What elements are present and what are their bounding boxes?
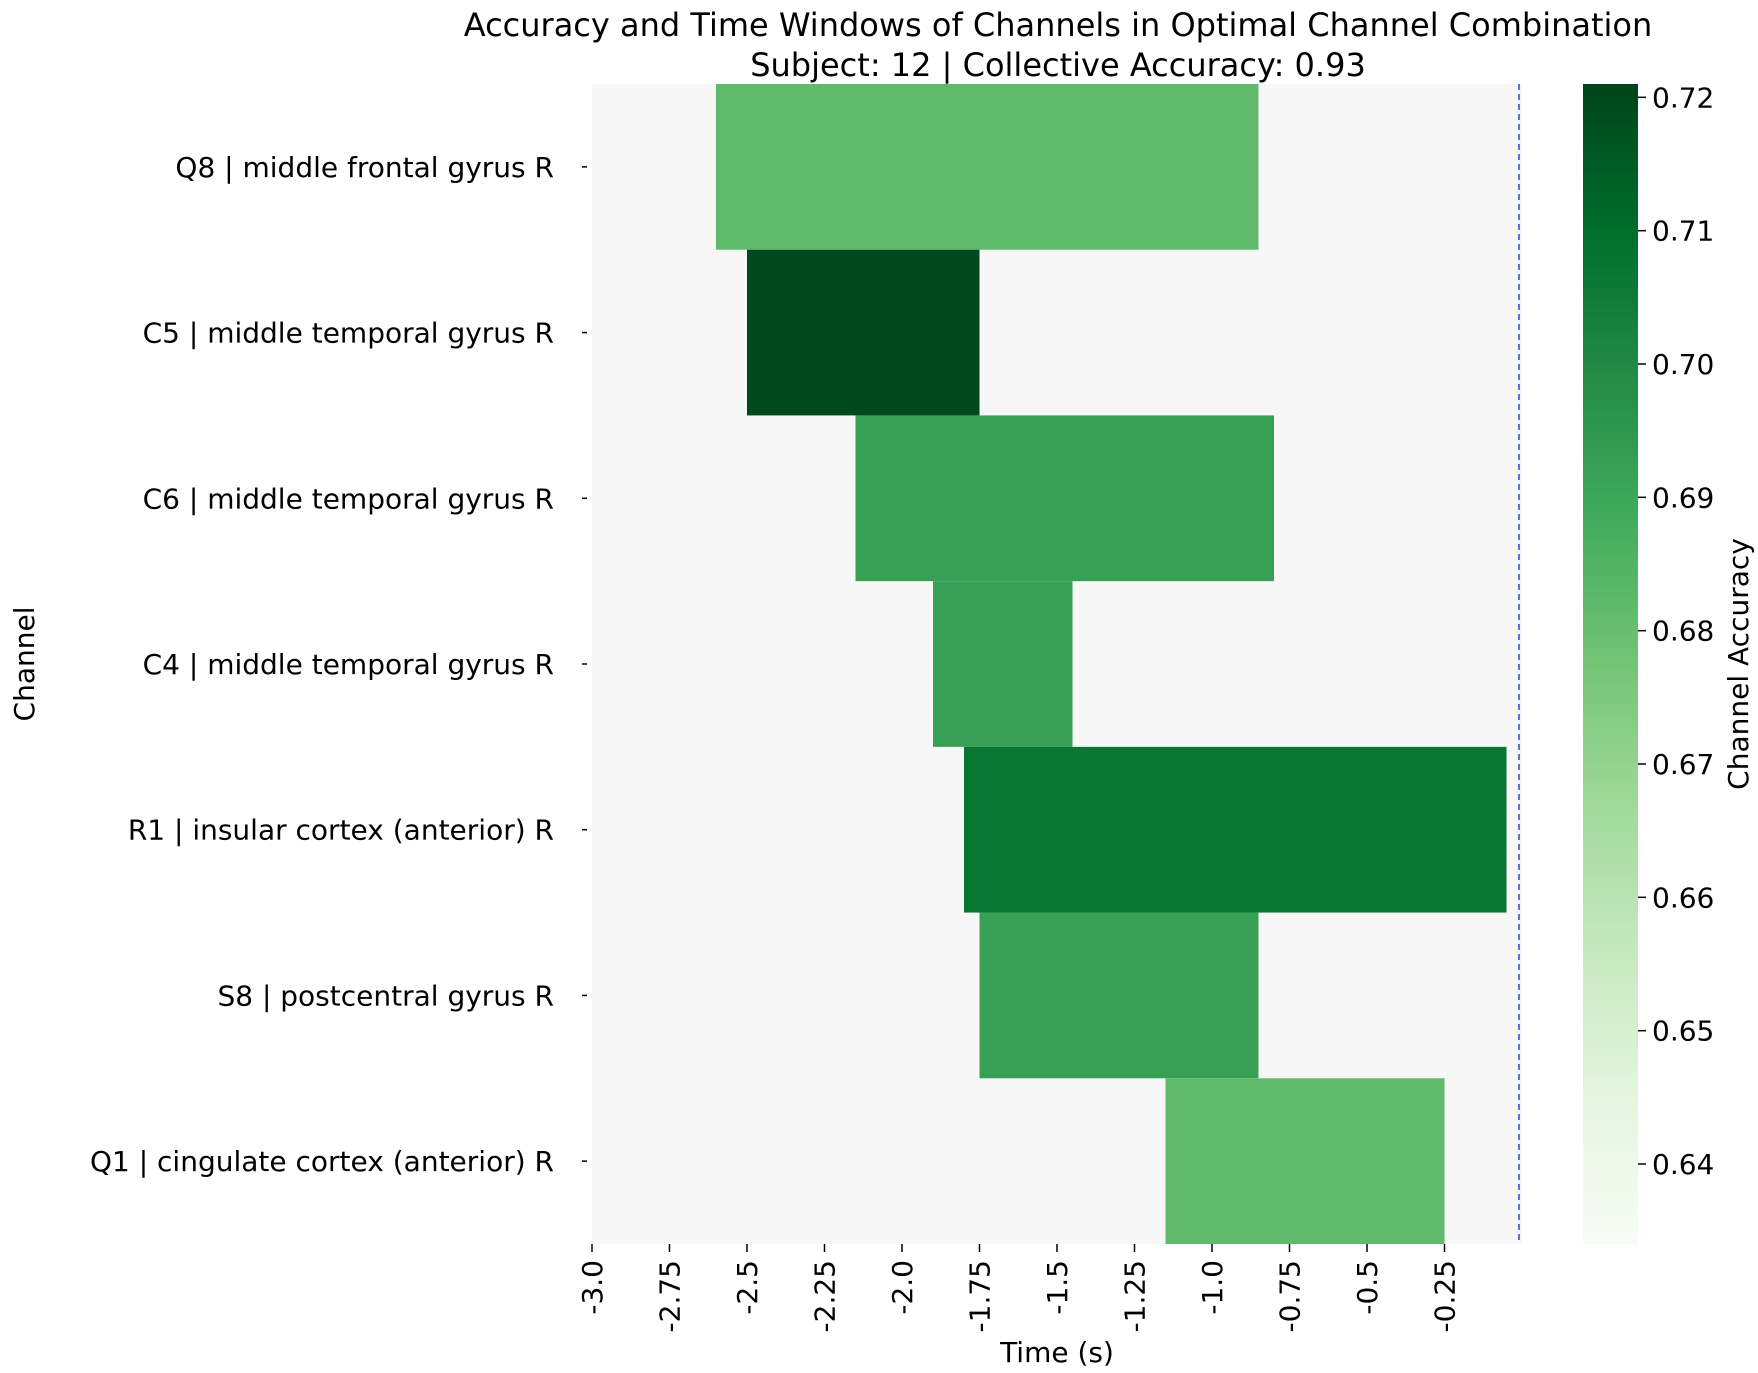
channel-bar	[979, 912, 1259, 1079]
y-axis-label: Channel	[8, 607, 41, 722]
channel-bar	[933, 581, 1073, 747]
x-tick-label: -1.75	[964, 1260, 997, 1332]
colorbar-tick-label: 0.70	[1652, 348, 1714, 381]
channel-bar	[855, 415, 1274, 582]
channel-bar	[747, 249, 980, 416]
colorbar-tick-label: 0.66	[1652, 881, 1714, 914]
y-axis: Q8 | middle frontal gyrus R C5 | middle t…	[90, 151, 587, 1178]
x-tick-label: -2.25	[809, 1260, 842, 1332]
y-tick-label: C6 | middle temporal gyrus R	[143, 482, 554, 515]
x-tick-label: -2.0	[886, 1260, 919, 1315]
colorbar-tick-label: 0.71	[1652, 215, 1714, 248]
x-tick-label: -2.5	[731, 1260, 764, 1315]
y-tick-label: Q8 | middle frontal gyrus R	[175, 151, 554, 184]
y-tick-label: R1 | insular cortex (anterior) R	[128, 814, 554, 847]
x-tick-label: -3.0	[576, 1260, 609, 1315]
colorbar-tick-label: 0.69	[1652, 481, 1714, 514]
x-tick-label: -2.75	[654, 1260, 687, 1332]
chart-title: Accuracy and Time Windows of Channels in…	[464, 6, 1653, 44]
colorbar-tick-label: 0.64	[1652, 1148, 1714, 1181]
y-tick-label: C5 | middle temporal gyrus R	[143, 317, 554, 350]
x-axis: -3.0 -2.75 -2.5 -2.25 -2.0 -1.75 -1.5 -1.25 -1.0…	[576, 1244, 1462, 1332]
x-tick-label: -1.5	[1041, 1260, 1074, 1315]
chart-subtitle: Subject: 12 | Collective Accuracy: 0.93	[750, 46, 1366, 84]
colorbar-label: Channel Accuracy	[1722, 538, 1755, 790]
colorbar-axis: 0.64 0.65 0.66 0.67 0.68 0.69 0.70 0.71 0.72	[1638, 81, 1714, 1181]
y-tick-label: S8 | postcentral gyrus R	[217, 979, 554, 1012]
y-tick-label: Q1 | cingulate cortex (anterior) R	[90, 1145, 554, 1178]
x-tick-label: -0.75	[1274, 1260, 1307, 1332]
x-tick-label: -1.0	[1196, 1260, 1229, 1315]
x-tick-label: -0.5	[1351, 1260, 1384, 1315]
channel-bar	[716, 84, 1259, 250]
channel-bars	[716, 84, 1507, 1244]
x-axis-label: Time (s)	[999, 1336, 1114, 1369]
colorbar-tick-label: 0.68	[1652, 615, 1714, 648]
x-tick-label: -0.25	[1429, 1260, 1462, 1332]
channel-bar	[964, 746, 1507, 913]
colorbar-tick-label: 0.65	[1652, 1015, 1714, 1048]
channel-bar	[1165, 1078, 1445, 1244]
colorbar	[1583, 84, 1638, 1244]
y-tick-label: C4 | middle temporal gyrus R	[143, 648, 554, 681]
colorbar-tick-label: 0.72	[1652, 81, 1714, 114]
colorbar-tick-label: 0.67	[1652, 748, 1714, 781]
x-tick-label: -1.25	[1119, 1260, 1152, 1332]
